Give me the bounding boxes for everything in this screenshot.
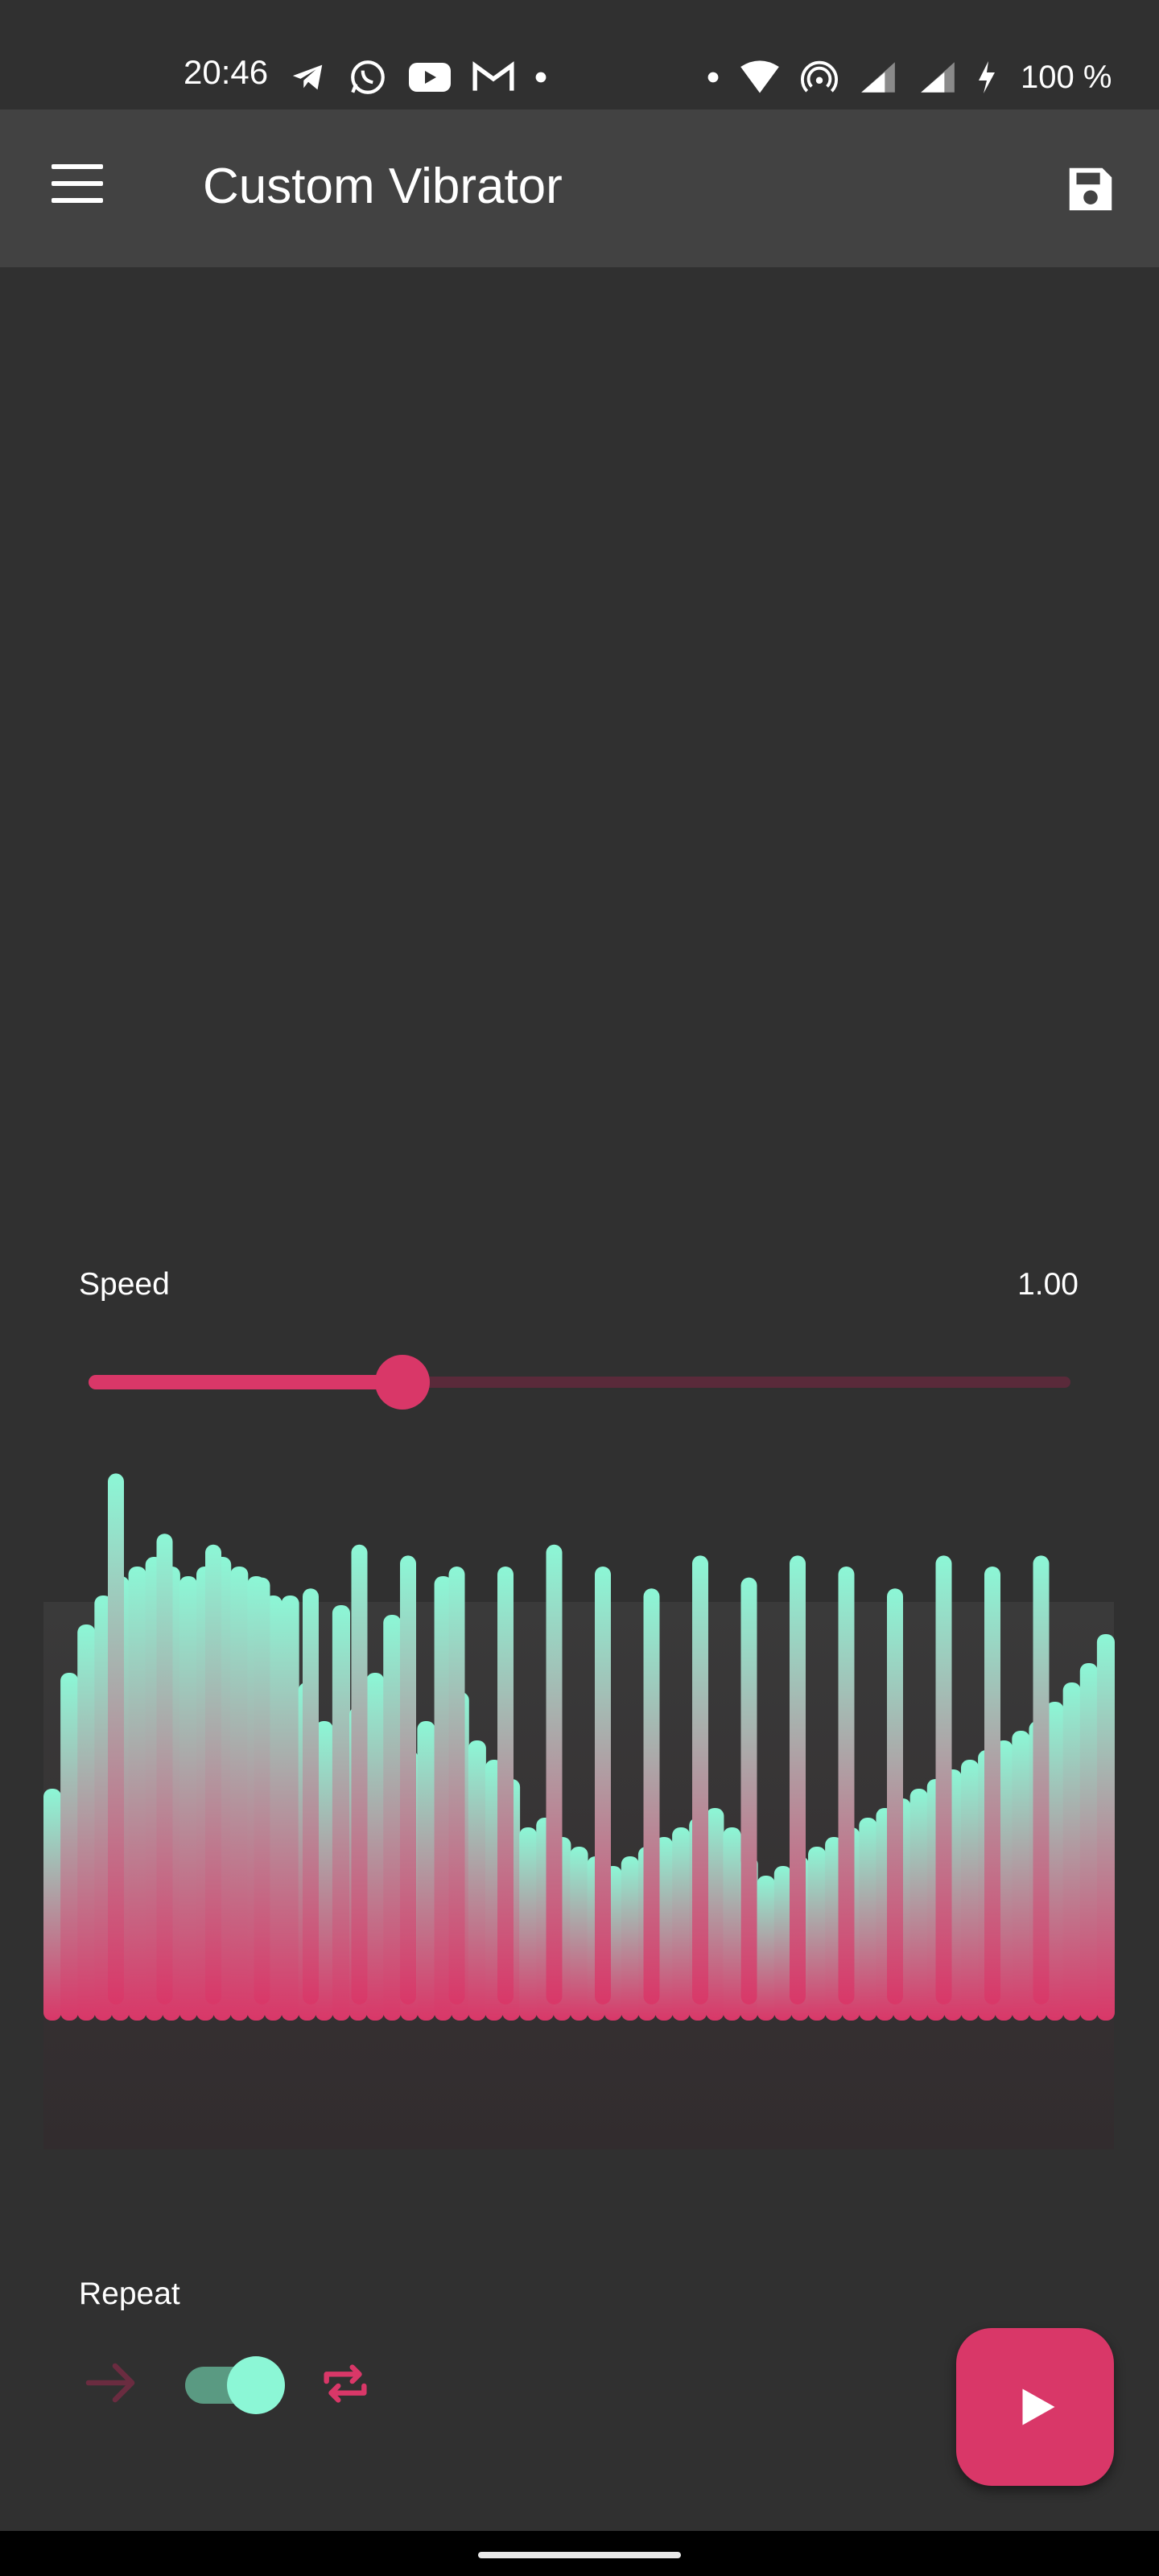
vibration-waveform[interactable]	[32, 1441, 1135, 2165]
waveform-bar	[909, 1789, 928, 2021]
waveform-spike	[497, 1567, 514, 2004]
waveform-bar	[570, 1847, 588, 2021]
signal-icon	[861, 62, 895, 93]
waveform-bar	[672, 1827, 691, 2021]
play-button[interactable]	[956, 2328, 1114, 2486]
waveform-bar	[1062, 1682, 1081, 2021]
waveform-bar	[434, 1576, 452, 2021]
waveform-spike	[838, 1567, 855, 2004]
waveform-spike	[790, 1555, 806, 2004]
status-bar: 20:46 100 %	[0, 0, 1159, 109]
home-handle[interactable]	[478, 2552, 681, 2558]
hotspot-icon	[801, 60, 838, 93]
waveform-bar	[757, 1876, 775, 2021]
play-icon	[1022, 2388, 1055, 2425]
waveform-spike	[400, 1555, 416, 2004]
waveform-bar	[655, 1837, 674, 2021]
dot-icon	[535, 72, 547, 83]
waveform-spike	[595, 1567, 611, 2004]
waveform-spike	[448, 1567, 465, 2004]
battery-percentage: 100 %	[1021, 59, 1112, 95]
waveform-bar	[77, 1624, 96, 2021]
arrow-right-icon[interactable]	[84, 2359, 142, 2407]
speed-slider[interactable]	[89, 1355, 1070, 1410]
menu-icon[interactable]	[52, 164, 103, 206]
waveform-spike	[205, 1544, 221, 2004]
waveform-spike	[351, 1544, 368, 2004]
waveform-spike	[984, 1567, 1000, 2004]
slider-thumb[interactable]	[375, 1355, 431, 1410]
waveform-bar	[60, 1673, 79, 2021]
status-time: 20:46	[184, 53, 269, 91]
waveform-spike	[643, 1588, 660, 2004]
notification-icons	[288, 56, 547, 98]
waveform-bar	[230, 1567, 249, 2021]
waveform-spike	[692, 1555, 708, 2004]
speed-label: Speed	[79, 1267, 170, 1302]
gmail-icon	[472, 61, 514, 91]
waveform-spike	[935, 1555, 952, 2004]
waveform-bar	[417, 1721, 435, 2021]
dot-icon	[707, 72, 719, 83]
waveform-bar	[1096, 1634, 1115, 2021]
waveform-spike	[303, 1588, 319, 2004]
waveform-spike	[1033, 1555, 1050, 2004]
speed-value: 1.00	[1017, 1267, 1079, 1302]
repeat-toggle[interactable]	[180, 2354, 285, 2415]
toggle-thumb	[227, 2356, 285, 2414]
waveform-bar	[468, 1740, 486, 2021]
waveform-bar	[1046, 1702, 1064, 2021]
charging-icon	[979, 61, 995, 93]
waveform-bar	[332, 1605, 350, 2021]
waveform-bar	[859, 1818, 877, 2021]
waveform-bar	[383, 1615, 402, 2021]
waveform-bar	[519, 1827, 538, 2021]
waveform-bar	[128, 1567, 146, 2021]
waveform-bar	[773, 1866, 792, 2021]
waveform-spike	[156, 1534, 173, 2004]
waveform-spike	[740, 1577, 757, 2004]
waveform-bar	[179, 1576, 197, 2021]
page-title: Custom Vibrator	[203, 159, 563, 214]
waveform-bar	[43, 1789, 62, 2021]
signal-icon	[921, 62, 955, 93]
save-icon[interactable]	[1062, 161, 1119, 217]
waveform-spike	[887, 1588, 903, 2004]
waveform-spike	[108, 1473, 124, 2004]
repeat-icon[interactable]	[317, 2355, 373, 2412]
app-bar: Custom Vibrator	[0, 109, 1159, 267]
repeat-label: Repeat	[79, 2277, 180, 2311]
waveform-spike	[254, 1577, 270, 2004]
waveform-bar	[366, 1673, 385, 2021]
waveform-bar	[723, 1827, 741, 2021]
waveform-spike	[546, 1544, 563, 2004]
waveform-bar	[706, 1808, 724, 2021]
wifi-icon	[740, 60, 779, 93]
youtube-icon	[409, 63, 451, 92]
whatsapp-icon	[351, 60, 385, 94]
navigation-bar	[0, 2531, 1159, 2576]
waveform-bar	[808, 1847, 827, 2021]
slider-active-track	[89, 1375, 403, 1389]
waveform-bar	[961, 1760, 980, 2021]
system-icons: 100 %	[707, 56, 1112, 98]
waveform-bar	[94, 1596, 113, 2021]
waveform-bar	[315, 1721, 333, 2021]
telegram-icon	[292, 64, 323, 90]
waveform-bar	[621, 1856, 639, 2021]
waveform-bar	[1012, 1731, 1030, 2021]
waveform-bar	[281, 1596, 299, 2021]
waveform-bar	[1079, 1663, 1098, 2021]
